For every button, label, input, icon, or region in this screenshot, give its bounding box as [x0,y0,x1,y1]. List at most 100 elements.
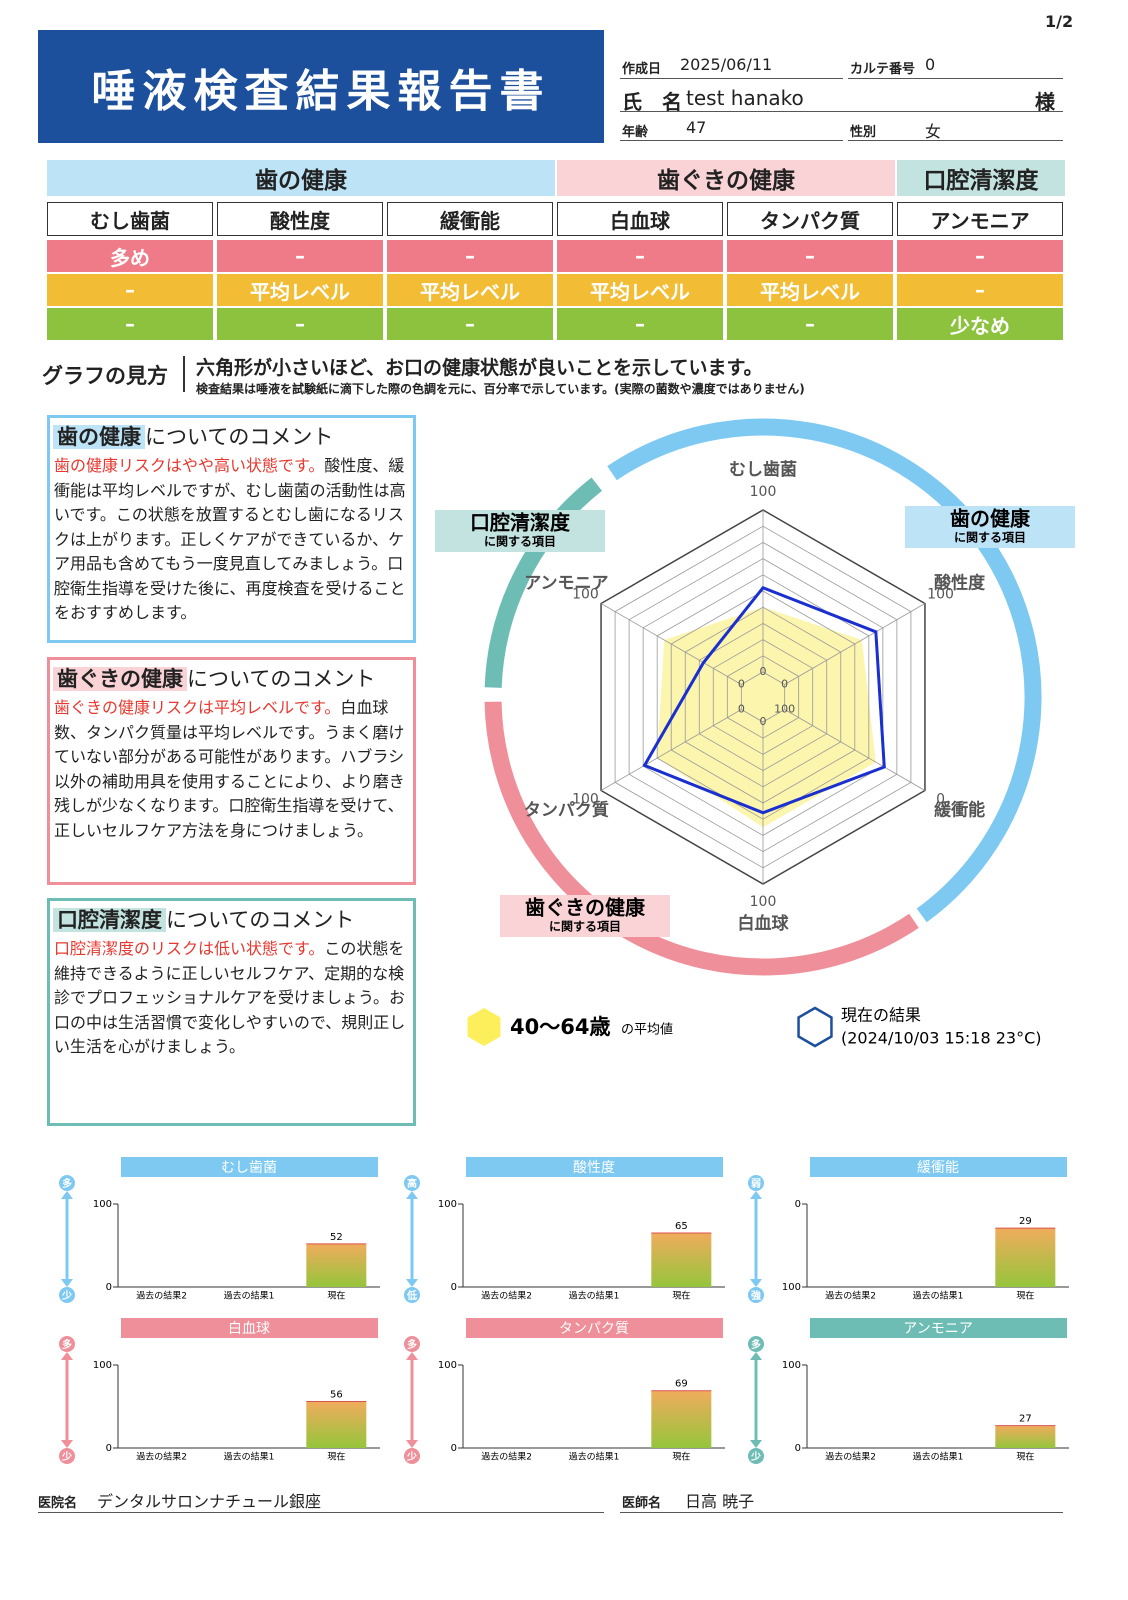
comment-suffix: についてのコメント [166,908,355,932]
axis-tick-label: 0 [738,703,745,716]
arrow-head [406,1191,418,1199]
result-cell: – [47,274,213,306]
scale-label: 多 [751,1338,761,1351]
group-sub: に関する項目 [484,535,556,549]
result-cell: – [47,308,213,340]
y-tick-label: 0 [795,1199,801,1210]
result-cell: – [897,240,1063,272]
created: 2025/06/11 [680,55,773,74]
y-tick-label: 100 [93,1360,112,1371]
scale-label: 少 [406,1450,417,1463]
ring-segment [484,477,603,688]
comment-box: 口腔清潔度 についてのコメント 口腔清潔度のリスクは低い状態です。この状態を維持でき… [47,898,416,1126]
scale-badge [404,1175,420,1191]
sex: 女 [925,122,942,141]
page-number: 1/2 [1045,12,1074,31]
comment-lead: 歯ぐきの健康リスクは平均レベルです。 [54,698,341,717]
group-box [500,895,670,937]
x-tick-label: 過去の結果2 [481,1451,532,1463]
age: 47 [686,118,707,137]
axis-tick-label: 100 [572,587,599,603]
report-title: 唾液検査結果報告書 [38,30,604,143]
x-tick-label: 過去の結果1 [569,1451,620,1463]
comment-body: 歯の健康リスクはやや高い状態です。酸性度、緩衝能は平均レベルですが、むし歯菌の活… [54,454,410,626]
x-tick-label: 過去の結果2 [136,1451,187,1463]
clinic: デンタルサロンナチュール銀座 [97,1492,322,1511]
axis-label: 酸性度 [934,573,986,594]
column-header: むし歯菌 [47,202,213,236]
doctor-label: 医師名 [622,1496,662,1511]
chart-no-label: カルテ番号 [850,62,916,77]
chart-title-bar [121,1157,378,1177]
comment-heading: 歯ぐきの健康 についてのコメント [50,660,413,693]
comment-lead: 歯の健康リスクはやや高い状態です。 [54,456,325,475]
comment-topic: 歯の健康 [53,425,145,449]
scale-label: 多 [62,1338,72,1351]
axis-tick-label: 100 [572,792,599,808]
x-tick-label: 現在 [672,1290,690,1302]
arrow-head [61,1191,73,1199]
y-tick-label: 100 [782,1282,801,1293]
result-cell: – [387,308,553,340]
column-header: 緩衝能 [387,202,553,236]
name: test hanako [686,86,804,110]
arrow-head [406,1440,418,1448]
value-label: 52 [330,1232,343,1243]
result-cell: 平均レベル [557,274,723,306]
scale-badge [404,1336,420,1352]
scale-label: 弱 [751,1178,761,1190]
y-tick-label: 0 [451,1443,457,1454]
y-tick-label: 100 [438,1360,457,1371]
rule [620,140,843,141]
value-label: 69 [675,1379,688,1390]
scale-label: 高 [407,1177,417,1190]
comment-body: 口腔清潔度のリスクは低い状態です。この状態を維持できるように正しいセルフケア、定… [54,937,410,1060]
y-tick-label: 100 [782,1360,801,1371]
value-label: 56 [330,1390,343,1401]
legend-label: 40〜64歳 [510,1015,610,1039]
result-cell: – [387,240,553,272]
scale-badge [748,1336,764,1352]
arrow-head [61,1279,73,1287]
arrow-head [61,1352,73,1360]
axis-tick-label: 100 [774,703,795,716]
rule [620,78,843,79]
scale-label: 多 [62,1177,72,1190]
comment-suffix: についてのコメント [145,425,334,449]
result-cell: – [217,240,383,272]
x-tick-label: 過去の結果1 [224,1451,275,1463]
axis-label: 白血球 [738,913,790,934]
chart-title-bar [810,1157,1067,1177]
legend-note: (2024/10/03 15:18 23°C) [841,1029,1042,1048]
comment-topic: 歯ぐきの健康 [53,667,187,691]
result-cell: 平均レベル [387,274,553,306]
name-label: 氏 名 [622,90,682,114]
scale-badge [748,1287,764,1303]
scale-label: 少 [61,1289,72,1302]
value-label: 27 [1019,1414,1032,1425]
x-tick-label: 過去の結果2 [825,1451,876,1463]
arrow-head [750,1279,762,1287]
legend-suffix: の平均値 [621,1022,673,1038]
comment-text: この状態を維持できるように正しいセルフケア、定期的な検診でプロフェッショナルケア… [54,939,406,1056]
x-tick-label: 過去の結果1 [224,1290,275,1302]
comment-suffix: についてのコメント [187,667,376,691]
scale-label: 多 [407,1338,417,1351]
guide-text: 六角形が小さいほど、お口の健康状態が良いことを示しています。 [196,357,763,379]
comment-lead: 口腔清潔度のリスクは低い状態です。 [54,939,325,958]
result-cell: 平均レベル [217,274,383,306]
rule [620,111,1063,112]
guide-label: グラフの見方 [42,364,168,388]
scale-badge [59,1175,75,1191]
scale-badge [59,1287,75,1303]
guide-note: 検査結果は唾液を試験紙に滴下した際の色調を元に、百分率で示しています。(実際の菌… [196,382,805,396]
chart-title: むし歯菌 [221,1160,277,1176]
chart-no: 0 [925,55,936,74]
scale-badge [59,1448,75,1464]
x-tick-label: 過去の結果1 [913,1290,964,1302]
scale-badge [59,1336,75,1352]
y-tick-label: 0 [795,1443,801,1454]
y-tick-label: 100 [438,1199,457,1210]
scale-badge [748,1448,764,1464]
